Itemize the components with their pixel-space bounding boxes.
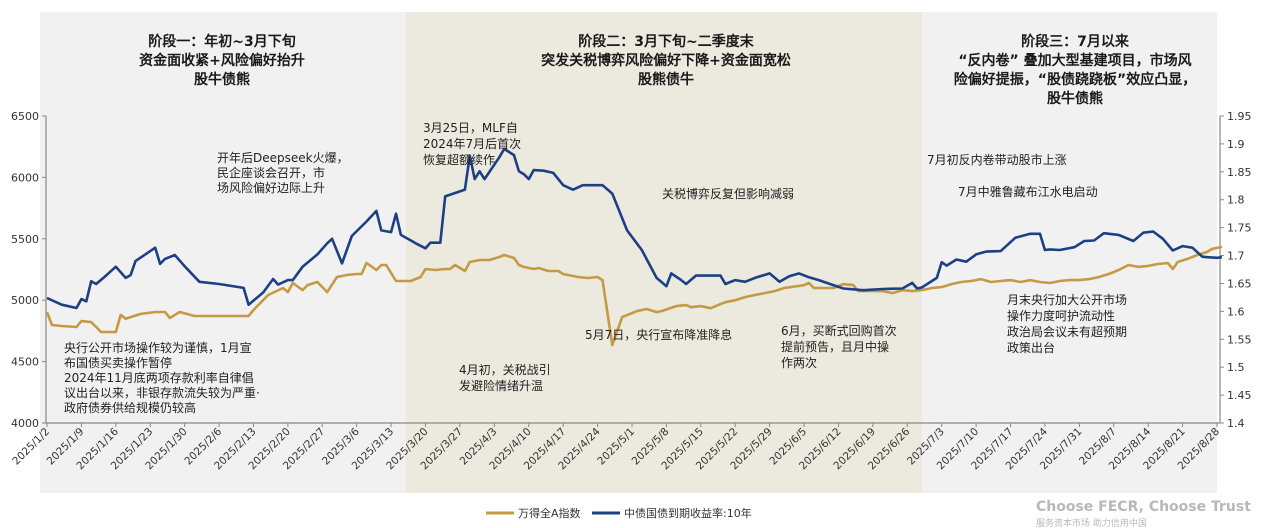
series-line-wind-a-index xyxy=(45,245,1223,347)
annotation-10-line: 政治局会议未有超预期 xyxy=(1007,324,1127,339)
annotation-1-line: 开年后Deepseek火爆， xyxy=(217,151,349,165)
phase-3-title-line: 阶段三：7月以来 xyxy=(1021,33,1130,50)
annotation-3-line: 3月25日，MLF自 xyxy=(423,121,518,135)
annotation-2-line: 政府债券供给规模仍较高 xyxy=(64,400,196,415)
right-tick-label: 1.45 xyxy=(1227,389,1252,402)
annotation-2-line: 2024年11月底两项存款利率自律倡 xyxy=(64,370,254,385)
annotation-7-line: 作两次 xyxy=(781,356,817,370)
annotation-7-line: 6月，买断式回购首次 xyxy=(781,323,897,338)
phase-3-title-line: 险偏好提振，“股债跷跷板”效应凸显， xyxy=(954,71,1196,88)
right-tick-label: 1.6 xyxy=(1227,305,1245,318)
phase-2-title-line: 股熊债牛 xyxy=(638,71,694,88)
left-tick-label: 4000 xyxy=(11,417,39,430)
annotation-3-line: 恢复超额续作 xyxy=(423,152,495,167)
right-tick-label: 1.7 xyxy=(1227,250,1245,263)
left-tick-label: 6500 xyxy=(11,110,39,123)
phase-3-background xyxy=(922,12,1217,493)
annotation-10-line: 操作力度呵护流动性 xyxy=(1007,308,1115,323)
legend: 万得全A指数 中债国债到期收益率:10年 xyxy=(486,506,752,520)
right-tick-label: 1.75 xyxy=(1227,222,1252,235)
annotation-3-line: 2024年7月后首次 xyxy=(423,137,521,151)
phase-titles: 阶段一：年初~3月下旬资金面收紧+风险偏好抬升股牛债熊阶段二：3月下旬~二季度末… xyxy=(139,33,1196,107)
phase-2-title-line: 突发关税博弈风险偏好下降+资金面宽松 xyxy=(541,52,791,69)
left-tick-label: 5000 xyxy=(11,294,39,307)
right-tick-label: 1.95 xyxy=(1227,110,1252,123)
annotation-8-line: 7月初反内卷带动股市上涨 xyxy=(927,152,1067,167)
phase-2-background xyxy=(405,12,923,493)
right-tick-label: 1.4 xyxy=(1227,417,1245,430)
phase-backgrounds xyxy=(40,12,1217,493)
phase-1-title-line: 阶段一：年初~3月下旬 xyxy=(148,33,295,50)
phase-3-title-line: “反内卷” 叠加大型基建项目，市场风 xyxy=(958,52,1191,69)
annotation-7-line: 提前预告，且月中操 xyxy=(781,339,889,354)
annotation-5-line: 发避险情绪升温 xyxy=(459,378,543,393)
phase-2-title-line: 阶段二：3月下旬~二季度末 xyxy=(578,33,754,50)
annotation-5-line: 4月初，关税战引 xyxy=(459,363,551,377)
right-tick-label: 1.9 xyxy=(1227,138,1245,151)
brand-subtitle: 服务资本市场 助力信用中国 xyxy=(1036,517,1147,528)
series-line-10y-yield xyxy=(46,147,1223,310)
phase-1-title-line: 股牛债熊 xyxy=(194,71,250,88)
left-tick-label: 5500 xyxy=(11,233,39,246)
annotation-6-line: 5月7日，央行宣布降准降息 xyxy=(585,327,732,342)
right-tick-label: 1.8 xyxy=(1227,194,1245,207)
right-tick-label: 1.5 xyxy=(1227,361,1245,374)
left-tick-label: 4500 xyxy=(11,356,39,369)
right-tick-label: 1.85 xyxy=(1227,166,1252,179)
annotation-2-line: 央行公开市场操作较为谨慎，1月宣 xyxy=(64,340,252,355)
annotation-4-line: 关税博弈反复但影响减弱 xyxy=(662,186,794,201)
annotation-9-line: 7月中雅鲁藏布江水电启动 xyxy=(958,184,1098,199)
annotations: 开年后Deepseek火爆，民企座谈会召开，市场风险偏好边际上升央行公开市场操作… xyxy=(64,121,1127,415)
series-lines xyxy=(45,147,1223,347)
annotation-2-line: 议出台以来，非银存款流失较为严重· xyxy=(64,385,260,400)
annotation-2-line: 布国债买卖操作暂停 xyxy=(64,355,172,370)
phase-1-title-line: 资金面收紧+风险偏好抬升 xyxy=(139,52,305,69)
brand-slogan: Choose FECR, Choose Trust xyxy=(1036,499,1251,515)
phase-3-title-line: 股牛债熊 xyxy=(1047,90,1103,107)
legend-label-10y: 中债国债到期收益率:10年 xyxy=(624,506,752,520)
left-tick-label: 6000 xyxy=(11,171,39,184)
annotation-1-line: 民企座谈会召开，市 xyxy=(217,165,325,180)
annotation-1-line: 场风险偏好边际上升 xyxy=(217,180,325,195)
right-tick-label: 1.65 xyxy=(1227,277,1252,290)
annotation-10-line: 政策出台 xyxy=(1007,340,1055,355)
branding: Choose FECR, Choose Trust 服务资本市场 助力信用中国 xyxy=(1036,499,1251,528)
annotation-10-line: 月末央行加大公开市场 xyxy=(1007,292,1127,307)
right-tick-label: 1.55 xyxy=(1227,333,1252,346)
legend-label-wind-a: 万得全A指数 xyxy=(518,506,581,520)
